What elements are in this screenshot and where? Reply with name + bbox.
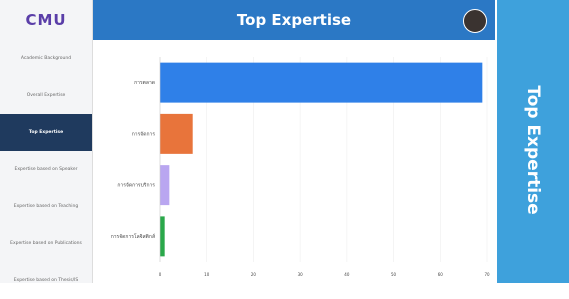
nav-item[interactable]: Expertise based on Publications xyxy=(0,225,92,262)
x-tick-label: 30 xyxy=(298,272,304,277)
x-tick-label: 40 xyxy=(344,272,350,277)
nav-item[interactable]: Expertise based on Speaker xyxy=(0,151,92,188)
nav-item[interactable]: Overall Expertise xyxy=(0,77,92,114)
chart: 0 10 20 30 40 50 60 70 การตลาดการจัดการการจัดการ… xyxy=(93,40,495,283)
nav-item[interactable]: Expertise based on Thesis/IS xyxy=(0,262,92,299)
nav-item[interactable]: Academic Background xyxy=(0,40,92,77)
x-tick-label: 50 xyxy=(391,272,397,277)
y-tick-label: การตลาด xyxy=(134,80,155,86)
side-panel: Top Expertise xyxy=(497,0,569,283)
bar xyxy=(160,165,169,205)
x-tick-label: 60 xyxy=(438,272,444,277)
avatar[interactable] xyxy=(463,9,487,33)
x-tick-label: 10 xyxy=(204,272,210,277)
top-bar: Top Expertise xyxy=(93,0,495,40)
nav-item[interactable]: Expertise based on Teaching xyxy=(0,188,92,225)
y-tick-label: การจัดการ xyxy=(132,131,156,137)
y-tick-label: การจัดการบริการ xyxy=(117,182,155,189)
x-tick-label: 20 xyxy=(251,272,257,277)
page-title: Top Expertise xyxy=(237,11,351,29)
x-tick-label: 70 xyxy=(484,272,490,277)
bar xyxy=(160,216,165,256)
bar xyxy=(160,114,193,154)
nav-item[interactable]: Top Expertise xyxy=(0,114,92,151)
page: {"header": {"logo": "CMU", "title": "Top… xyxy=(0,0,569,283)
y-tick-label: การจัดการโลจิสติกส์ xyxy=(111,233,155,240)
side-title: Top Expertise xyxy=(523,85,543,214)
logo: CMU xyxy=(0,0,92,40)
bar xyxy=(160,63,482,103)
x-tick-label: 0 xyxy=(159,272,162,277)
